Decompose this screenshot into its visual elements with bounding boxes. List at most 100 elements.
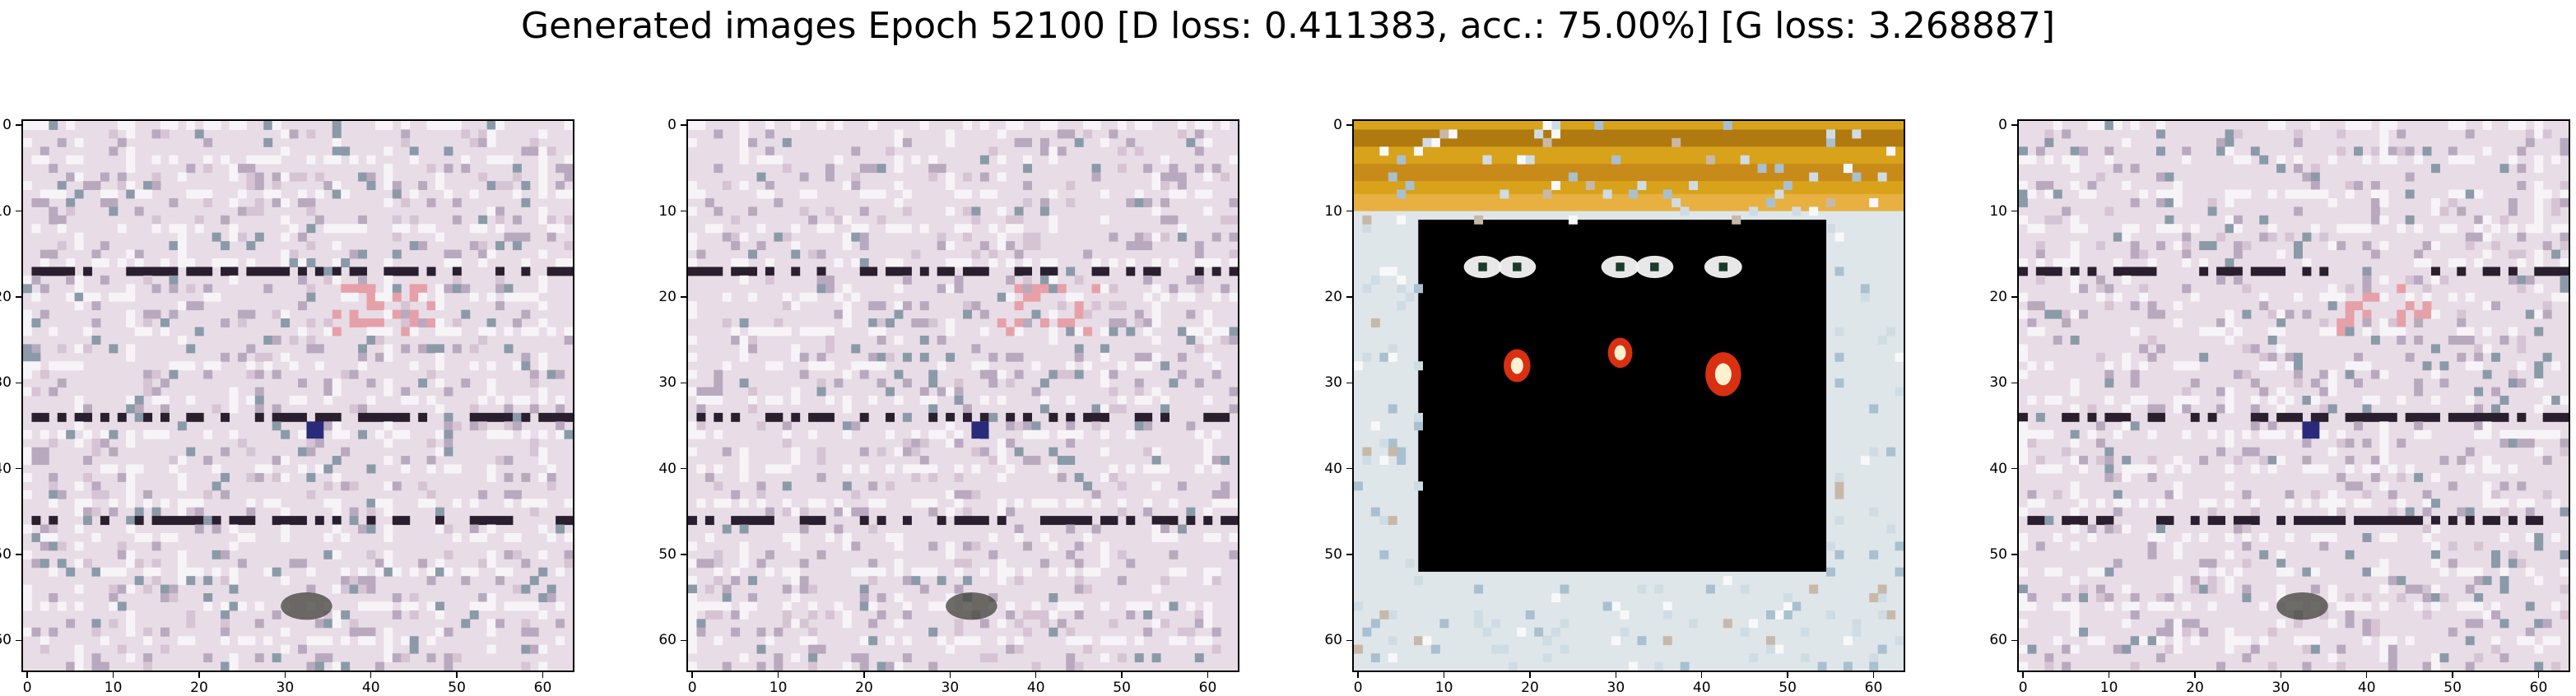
y-tick-mark [681, 554, 686, 555]
y-tick-label: 60 [1324, 632, 1342, 649]
y-tick-label: 20 [1989, 288, 2007, 305]
y-tick-mark [16, 296, 21, 298]
x-tick-label: 60 [2529, 680, 2548, 696]
x-tick-mark [2452, 672, 2453, 678]
x-tick-mark [691, 672, 693, 678]
image-4-canvas [2019, 121, 2569, 670]
x-tick-label: 30 [2271, 680, 2290, 696]
x-tick-mark [2365, 672, 2368, 678]
y-tick-label: 40 [1989, 460, 2007, 477]
y-tick-mark [1346, 382, 1352, 384]
x-tick-mark [2108, 672, 2110, 678]
image-2-canvas [688, 121, 1238, 670]
y-tick-label: 0 [1998, 117, 2007, 134]
x-tick-label: 50 [1113, 680, 1131, 696]
image-1-canvas [23, 121, 573, 670]
y-tick-mark [2011, 382, 2017, 384]
x-tick-label: 40 [1692, 680, 1711, 696]
y-tick-label: 30 [658, 374, 677, 392]
x-tick-mark [949, 672, 951, 678]
y-tick-mark [1346, 124, 1352, 126]
x-tick-mark [1357, 672, 1359, 678]
x-tick-label: 10 [1434, 680, 1453, 696]
y-tick-mark [1346, 639, 1352, 642]
y-tick-mark [1346, 467, 1352, 470]
y-tick-label: 0 [1333, 117, 1342, 134]
x-tick-label: 30 [276, 680, 295, 696]
x-tick-mark [2194, 672, 2196, 678]
image-3-canvas [1354, 121, 1904, 670]
x-tick-label: 40 [361, 680, 380, 696]
y-tick-label: 50 [1989, 546, 2007, 564]
dark-field [1418, 220, 1827, 572]
y-tick-mark [681, 467, 686, 470]
y-tick-mark [16, 554, 21, 555]
x-tick-label: 10 [769, 680, 788, 696]
x-tick-mark [2537, 672, 2540, 678]
x-tick-label: 40 [1026, 680, 1045, 696]
x-tick-label: 60 [1198, 680, 1217, 696]
image-pixels [688, 121, 1238, 670]
y-tick-mark [2011, 124, 2017, 126]
y-tick-label: 10 [658, 202, 677, 220]
y-tick-mark [16, 467, 21, 470]
generated-image-2 [686, 119, 1239, 672]
y-tick-label: 50 [1324, 546, 1342, 564]
y-tick-label: 30 [0, 374, 12, 392]
x-tick-mark [198, 672, 200, 678]
y-tick-mark [2011, 296, 2017, 298]
x-tick-mark [26, 672, 28, 678]
y-tick-mark [681, 124, 686, 126]
x-tick-mark [542, 672, 544, 678]
y-tick-label: 20 [1324, 288, 1342, 305]
x-tick-mark [1872, 672, 1875, 678]
figure-title: Generated images Epoch 52100 [D loss: 0.… [520, 5, 2056, 47]
x-tick-mark [1207, 672, 1209, 678]
y-tick-mark [2011, 554, 2017, 555]
generated-image-1 [21, 119, 574, 672]
y-tick-mark [16, 639, 21, 642]
x-tick-label: 0 [1353, 680, 1363, 696]
x-tick-mark [2280, 672, 2282, 678]
x-tick-label: 50 [448, 680, 466, 696]
y-tick-label: 60 [0, 632, 12, 649]
y-tick-mark [1346, 210, 1352, 212]
x-tick-label: 20 [2186, 680, 2204, 696]
x-tick-label: 60 [533, 680, 552, 696]
generated-image-3 [1352, 119, 1905, 672]
y-tick-label: 20 [0, 288, 12, 305]
x-tick-label: 50 [2443, 680, 2462, 696]
y-tick-label: 60 [658, 632, 677, 649]
y-tick-label: 20 [658, 288, 677, 305]
y-tick-mark [1346, 296, 1352, 298]
x-tick-label: 0 [2018, 680, 2028, 696]
y-tick-label: 30 [1324, 374, 1342, 392]
image-pixels [23, 121, 573, 670]
y-tick-mark [16, 124, 21, 126]
x-tick-mark [1529, 672, 1531, 678]
x-tick-mark [1787, 672, 1788, 678]
y-tick-label: 40 [1324, 460, 1342, 477]
y-tick-mark [681, 382, 686, 384]
y-tick-label: 30 [1989, 374, 2007, 392]
x-tick-label: 20 [855, 680, 873, 696]
image-pixels [2019, 121, 2569, 670]
x-tick-label: 60 [1864, 680, 1883, 696]
y-tick-label: 50 [658, 546, 677, 564]
y-tick-mark [2011, 210, 2017, 212]
y-tick-mark [16, 210, 21, 212]
y-tick-label: 10 [1989, 202, 2007, 220]
x-tick-label: 50 [1779, 680, 1797, 696]
y-tick-mark [2011, 639, 2017, 642]
x-tick-label: 20 [1521, 680, 1539, 696]
x-tick-mark [456, 672, 458, 678]
y-tick-label: 50 [0, 546, 12, 564]
y-tick-label: 0 [2, 117, 12, 134]
y-tick-label: 60 [1989, 632, 2007, 649]
y-tick-label: 40 [658, 460, 677, 477]
y-tick-mark [681, 210, 686, 212]
x-tick-mark [1035, 672, 1037, 678]
y-tick-label: 10 [0, 202, 12, 220]
x-tick-mark [1121, 672, 1123, 678]
x-tick-mark [2022, 672, 2024, 678]
